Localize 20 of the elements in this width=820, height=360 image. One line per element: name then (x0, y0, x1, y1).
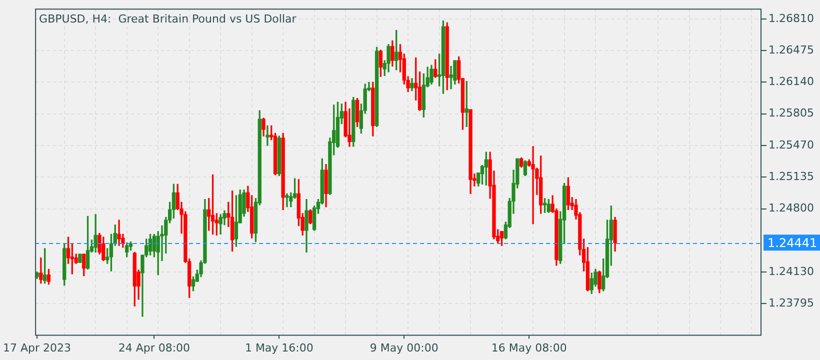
y-tick-label: 1.25135 (768, 170, 814, 183)
y-tick-label: 1.26810 (768, 12, 814, 25)
y-tick-label: 1.25805 (768, 106, 814, 120)
ref-line-label: 1.24441 (768, 236, 818, 250)
x-tick-label: 24 Apr 08:00 (118, 341, 190, 354)
candlestick (266, 125, 270, 146)
x-tick-label: 1 May 16:00 (244, 341, 314, 354)
x-tick-label: 9 May 00:00 (370, 341, 438, 354)
x-tick-label: 16 May 08:00 (491, 341, 567, 354)
candlestick (285, 193, 289, 208)
y-tick-label: 1.26140 (768, 75, 814, 88)
y-tick-label: 1.25470 (768, 138, 814, 152)
candlestick (117, 220, 121, 246)
y-tick-label: 1.26475 (768, 43, 814, 56)
candlestick (531, 146, 535, 224)
chart-title: GBPUSD, H4: Great Britain Pound vs US Dollar (39, 12, 297, 26)
x-tick-label: 17 Apr 2023 (3, 341, 72, 354)
y-tick-label: 1.24130 (768, 264, 814, 278)
y-tick-label: 1.23795 (768, 296, 814, 310)
y-tick-label: 1.24800 (768, 202, 814, 215)
